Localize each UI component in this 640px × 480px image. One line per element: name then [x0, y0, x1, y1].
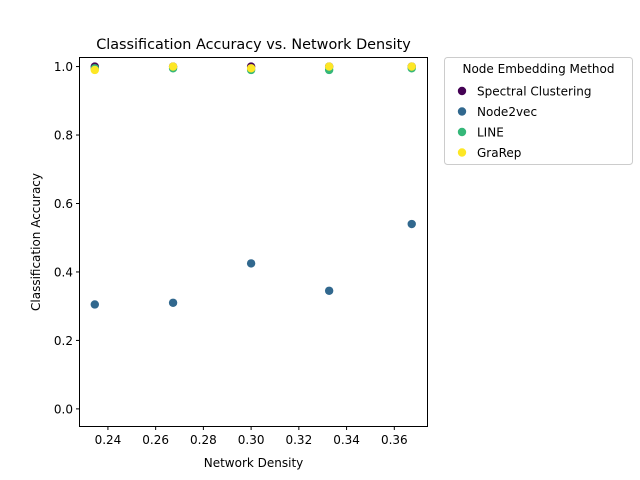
- data-point: [90, 300, 99, 309]
- x-tick-label: 0.30: [238, 433, 265, 447]
- legend-title: Node Embedding Method: [462, 62, 614, 76]
- legend-items: Spectral Clustering Node2vec LINE GraRep: [457, 85, 592, 160]
- data-point: [324, 62, 334, 71]
- y-tick-label: 0.8: [54, 129, 73, 143]
- y-tick-label: 0.2: [54, 334, 73, 348]
- y-tick-label: 0.6: [54, 197, 73, 211]
- legend-label: LINE: [477, 126, 504, 140]
- data-point: [246, 259, 256, 268]
- x-tick-label: 0.24: [95, 433, 122, 447]
- x-tick-label: 0.34: [333, 433, 360, 447]
- plot-points: [90, 62, 416, 309]
- legend-label: Spectral Clustering: [477, 85, 592, 99]
- legend-marker: [457, 148, 467, 157]
- data-point: [168, 62, 178, 71]
- y-axis-label: Classification Accuracy: [29, 173, 43, 311]
- y-tick-label: 0.0: [54, 402, 73, 416]
- data-point: [324, 286, 334, 295]
- y-tick-label: 1.0: [54, 60, 73, 74]
- chart-title: Classification Accuracy vs. Network Dens…: [96, 37, 411, 53]
- legend-label: Node2vec: [477, 105, 537, 119]
- x-tick-label: 0.32: [285, 433, 312, 447]
- legend-marker: [457, 86, 467, 96]
- x-tick-label: 0.26: [142, 433, 169, 447]
- x-tick-label: 0.28: [190, 433, 217, 447]
- x-axis-label: Network Density: [204, 456, 304, 470]
- axes: 0.24 0.26 0.28 0.30 0.32 0.34 0.36 0.0 0.2 0.4 0.6…: [54, 60, 408, 447]
- data-point: [407, 219, 416, 229]
- data-point: [90, 65, 99, 75]
- x-tick-label: 0.36: [381, 433, 408, 447]
- legend-box: [444, 57, 633, 165]
- data-point: [407, 62, 416, 71]
- legend-marker: [457, 107, 467, 116]
- legend-marker: [457, 127, 467, 137]
- data-point: [168, 298, 178, 307]
- y-tick-label: 0.4: [54, 265, 73, 279]
- data-point: [246, 64, 256, 73]
- plot-frame: [79, 57, 428, 427]
- legend: Node Embedding Method Spectral Clusterin…: [444, 57, 633, 165]
- legend-label: GraRep: [477, 146, 521, 160]
